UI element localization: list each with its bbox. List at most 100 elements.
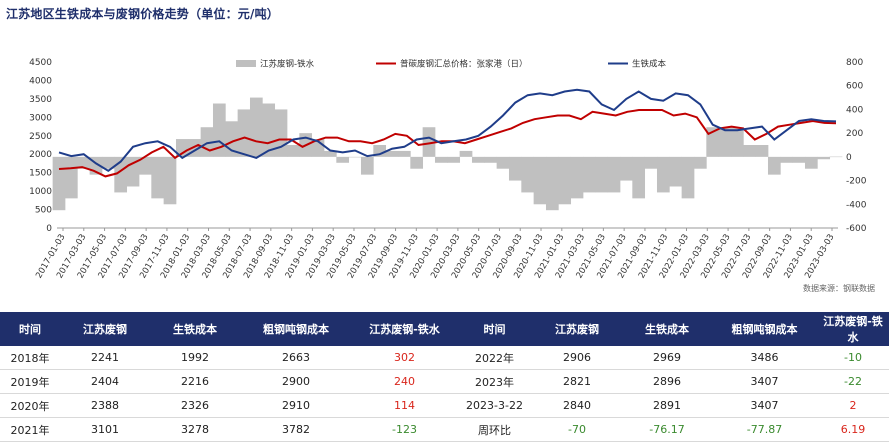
- table-cell: 2388: [91, 399, 119, 412]
- spread-bar: [360, 156, 374, 175]
- spread-bar: [52, 156, 66, 211]
- chart-legend: 江苏废钢-铁水 普碳废钢汇总价格：张家港（日） 生铁成本: [236, 59, 667, 70]
- table-cell: 2216: [181, 375, 209, 388]
- table-cell: 2326: [181, 399, 209, 412]
- spread-bar: [817, 156, 831, 160]
- table-cell: -22: [844, 375, 862, 388]
- table-cell: 2023-3-22: [466, 399, 523, 412]
- table-cell: 2900: [282, 375, 310, 388]
- table-cell: 6.19: [840, 423, 866, 436]
- table-cell: 周环比: [478, 423, 511, 437]
- y-right-tick-label: 0: [846, 153, 852, 163]
- spread-bar: [521, 156, 535, 193]
- y-right-tick-label: 600: [846, 82, 863, 92]
- legend-label: 普碳废钢汇总价格：张家港（日）: [400, 59, 528, 70]
- y-left-tick-label: 500: [35, 206, 52, 216]
- spread-bar: [595, 156, 609, 193]
- y-left-tick-label: 2500: [29, 132, 52, 142]
- spread-bar: [619, 156, 633, 181]
- y-left-tick-label: 1500: [29, 169, 52, 179]
- table-cell: 2241: [91, 351, 119, 364]
- y-right-tick-label: -200: [846, 177, 867, 187]
- spread-bar: [434, 156, 448, 163]
- table-cell: 2840: [563, 399, 591, 412]
- spread-bar: [101, 156, 115, 169]
- table-header-row: 时间 江苏废钢 生铁成本 粗钢吨钢成本 江苏废钢-铁水 时间 江苏废钢 生铁成本 粗钢吨钢成本江…: [0, 312, 889, 346]
- table-cell: 1992: [181, 351, 209, 364]
- spread-bar: [249, 97, 263, 157]
- table-cell: 2023年: [475, 375, 514, 389]
- table-cell: 3278: [181, 423, 209, 436]
- table-header-cell: 江苏废钢-铁水: [817, 312, 889, 346]
- table-cell: 2906: [563, 351, 591, 364]
- y-right-tick-label: 800: [846, 58, 863, 68]
- spread-bar: [447, 156, 461, 163]
- table-header-cell: 生铁成本: [150, 312, 240, 346]
- spread-bar: [410, 156, 424, 169]
- table-cell: 302: [394, 351, 415, 364]
- table-cell: 3782: [282, 423, 310, 436]
- y-left-tick-label: 3500: [29, 95, 52, 105]
- y-left-tick-label: 0: [46, 224, 52, 234]
- spread-bar: [397, 150, 411, 157]
- table-cell: 3407: [750, 375, 779, 388]
- table-cell: -123: [392, 423, 417, 436]
- series-lines: [58, 88, 837, 178]
- summary-table: 时间 江苏废钢 生铁成本 粗钢吨钢成本 江苏废钢-铁水 时间 江苏废钢 生铁成本 粗钢吨钢成本江…: [0, 312, 889, 442]
- table-cell: -70: [568, 423, 586, 436]
- table-cell: 114: [394, 399, 415, 412]
- spread-bar: [138, 156, 152, 175]
- table-cell: 3486: [750, 351, 779, 364]
- y-right-tick-label: -600: [846, 224, 867, 234]
- table-cell: 2969: [653, 351, 681, 364]
- chart-title: 江苏地区生铁成本与废钢价格走势（单位：元/吨）: [6, 7, 279, 21]
- table-cell: 2891: [653, 399, 681, 412]
- data-source: 数据来源：钢联数据: [803, 284, 875, 293]
- table-header-cell: 江苏废钢: [532, 312, 622, 346]
- table-cell: 2896: [653, 375, 681, 388]
- spread-bar: [274, 109, 288, 157]
- spread-bar: [582, 156, 596, 193]
- spread-bar: [237, 109, 251, 157]
- table-cell: 2910: [282, 399, 310, 412]
- table-cell: 2021年: [10, 423, 50, 437]
- price-chart: 050010001500200025003000350040004500-600…: [29, 58, 867, 280]
- table-cell: -77.87: [746, 423, 783, 436]
- spread-bar: [755, 145, 769, 157]
- spread-bar: [767, 156, 781, 175]
- spread-bar: [681, 156, 695, 199]
- spread-bar: [743, 145, 757, 157]
- table-header-cell: 粗钢吨钢成本: [240, 312, 352, 346]
- table-header-cell: 江苏废钢: [60, 312, 150, 346]
- table-row: 2018年 2241 1992 2663 302 2022年 2906 2969 3486 -10: [0, 346, 889, 370]
- spread-bar: [64, 156, 78, 199]
- table-cell: 2022年: [475, 351, 514, 365]
- spread-bar: [496, 156, 510, 169]
- table-cell: 3101: [91, 423, 119, 436]
- spread-bar: [693, 156, 707, 169]
- legend-label: 江苏废钢-铁水: [260, 59, 315, 70]
- spread-bar: [718, 127, 732, 157]
- table-header-cell: 时间: [0, 312, 60, 346]
- spread-bar: [780, 156, 794, 163]
- spread-bar: [422, 127, 436, 157]
- table-cell: 3407: [750, 399, 779, 412]
- table-cell: 2: [849, 399, 857, 412]
- spread-bar: [730, 127, 744, 157]
- table-cell: 2404: [91, 375, 119, 388]
- spread-bar: [706, 127, 720, 157]
- legend-swatch: [236, 60, 256, 67]
- spread-bar: [607, 156, 621, 193]
- y-right-tick-label: 400: [846, 105, 863, 115]
- table-row: 2021年 3101 3278 3782 -123 周环比 -70 -76.17 -77.87 6…: [0, 418, 889, 442]
- spread-bar: [484, 156, 498, 163]
- spread-bar: [644, 156, 658, 169]
- spread-bar: [508, 156, 522, 181]
- y-left-tick-label: 4500: [29, 58, 52, 68]
- table-header-cell: 江苏废钢-铁水: [352, 312, 457, 346]
- spread-bar: [459, 150, 473, 157]
- y-right-tick-label: -400: [846, 200, 867, 210]
- y-right-tick-label: 200: [846, 129, 863, 139]
- spread-bar: [829, 156, 843, 158]
- spread-bar: [348, 156, 362, 158]
